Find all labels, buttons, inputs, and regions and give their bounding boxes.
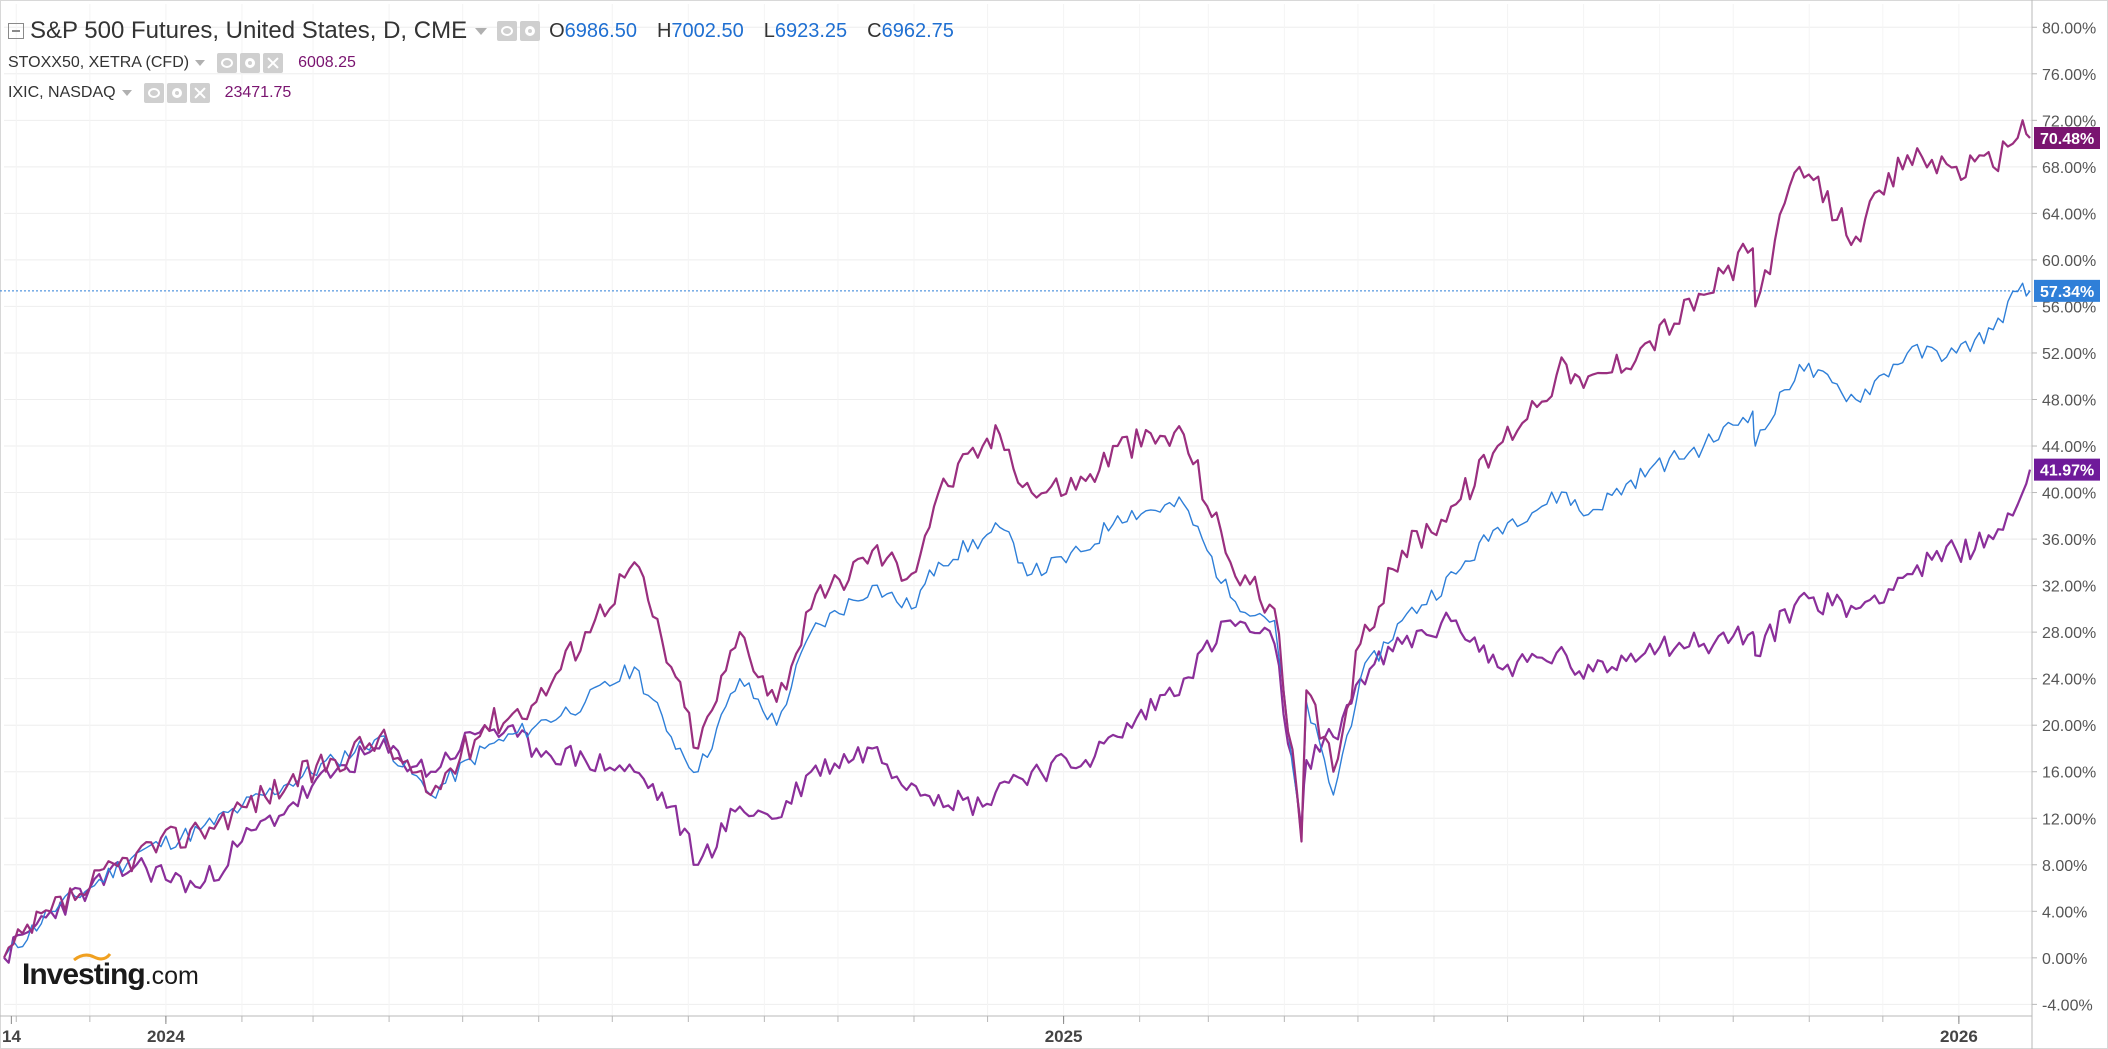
y-axis-tick-label: 60.00% <box>2042 253 2096 270</box>
y-axis-tick-label: 44.00% <box>2042 439 2096 456</box>
x-axis-tick-label: 2025 <box>1045 1027 1083 1046</box>
close-icon[interactable] <box>189 83 210 103</box>
y-axis-tick-label: 20.00% <box>2042 718 2096 735</box>
y-axis-tick-label: 40.00% <box>2042 486 2096 503</box>
y-axis-tick-label: 36.00% <box>2042 532 2096 549</box>
collapse-legend-icon[interactable] <box>8 23 24 39</box>
last-value-label-ixic: 70.48% <box>2040 131 2094 148</box>
open-label: O <box>549 19 565 42</box>
last-value-label-sp500: 57.34% <box>2040 284 2094 301</box>
logo-swoosh-icon <box>73 953 112 962</box>
investing-logo: Investing.com <box>22 953 199 992</box>
x-axis-tick-label: 2026 <box>1940 1027 1978 1046</box>
y-axis-tick-label: 56.00% <box>2042 299 2096 316</box>
gear-icon[interactable] <box>520 21 541 41</box>
compare-series-label[interactable]: STOXX50, XETRA (CFD) <box>8 54 190 71</box>
y-axis-tick-label: 80.00% <box>2042 20 2096 37</box>
high-label: H <box>656 19 672 42</box>
eye-icon[interactable] <box>143 83 164 103</box>
close-value: 6962.75 <box>881 19 954 42</box>
gear-icon[interactable] <box>166 83 187 103</box>
eye-icon[interactable] <box>217 53 238 73</box>
main-series-title[interactable]: S&P 500 Futures, United States, D, CME <box>30 17 468 44</box>
y-axis-tick-label: 8.00% <box>2042 858 2087 875</box>
y-axis-tick-label: 12.00% <box>2042 811 2096 828</box>
open-value: 6986.50 <box>564 19 637 42</box>
low-value: 6923.25 <box>774 19 848 42</box>
y-axis-tick-label: 16.00% <box>2042 765 2096 782</box>
y-axis-tick-label: 0.00% <box>2042 951 2087 968</box>
y-axis-tick-label: 48.00% <box>2042 392 2096 409</box>
compare-series-legend: STOXX50, XETRA (CFD) 6008.25 <box>8 48 968 78</box>
series-line-stoxx50 <box>3 469 2032 964</box>
x-axis-tick-label: 14 <box>2 1027 21 1046</box>
series-line-ixic <box>2 119 2031 959</box>
last-value-badge-ixic <box>2034 127 2100 150</box>
chevron-down-icon[interactable] <box>195 60 206 66</box>
y-axis-tick-label: 68.00% <box>2042 160 2096 177</box>
eye-icon[interactable] <box>497 21 518 41</box>
close-label: C <box>867 19 882 42</box>
compare-series-value: 6008.25 <box>298 54 356 71</box>
y-axis-tick-label: -4.00% <box>2042 997 2093 1014</box>
x-axis-tick-label: 2024 <box>147 1027 185 1046</box>
chevron-down-icon[interactable] <box>475 27 488 35</box>
y-axis-tick-label: 28.00% <box>2042 625 2096 642</box>
compare-series-legend: IXIC, NASDAQ 23471.75 <box>8 78 968 108</box>
chart-legend: S&P 500 Futures, United States, D, CME O… <box>8 14 968 108</box>
y-axis-tick-label: 72.00% <box>2042 113 2096 130</box>
compare-series-label[interactable]: IXIC, NASDAQ <box>8 84 116 101</box>
last-value-badge-sp500 <box>2034 279 2100 302</box>
logo-text: Investing <box>22 958 146 991</box>
last-value-label-stoxx50: 41.97% <box>2040 463 2094 480</box>
main-series-legend: S&P 500 Futures, United States, D, CME O… <box>8 14 968 48</box>
y-axis-tick-label: 24.00% <box>2042 672 2096 689</box>
low-label: L <box>763 19 775 42</box>
chevron-down-icon[interactable] <box>121 90 132 96</box>
y-axis-tick-label: 76.00% <box>2042 67 2096 84</box>
y-axis-tick-label: 64.00% <box>2042 206 2096 223</box>
close-icon[interactable] <box>263 53 284 73</box>
series-line-sp500 <box>3 282 2031 959</box>
logo-suffix: .com <box>144 962 199 990</box>
y-axis-tick-label: 32.00% <box>2042 579 2096 596</box>
y-axis-tick-label: 4.00% <box>2042 904 2087 921</box>
high-value: 7002.50 <box>671 19 744 42</box>
gear-icon[interactable] <box>240 53 261 73</box>
y-axis-tick-label: 52.00% <box>2042 346 2096 363</box>
compare-series-value: 23471.75 <box>224 84 292 101</box>
last-value-badge-stoxx50 <box>2034 458 2100 481</box>
